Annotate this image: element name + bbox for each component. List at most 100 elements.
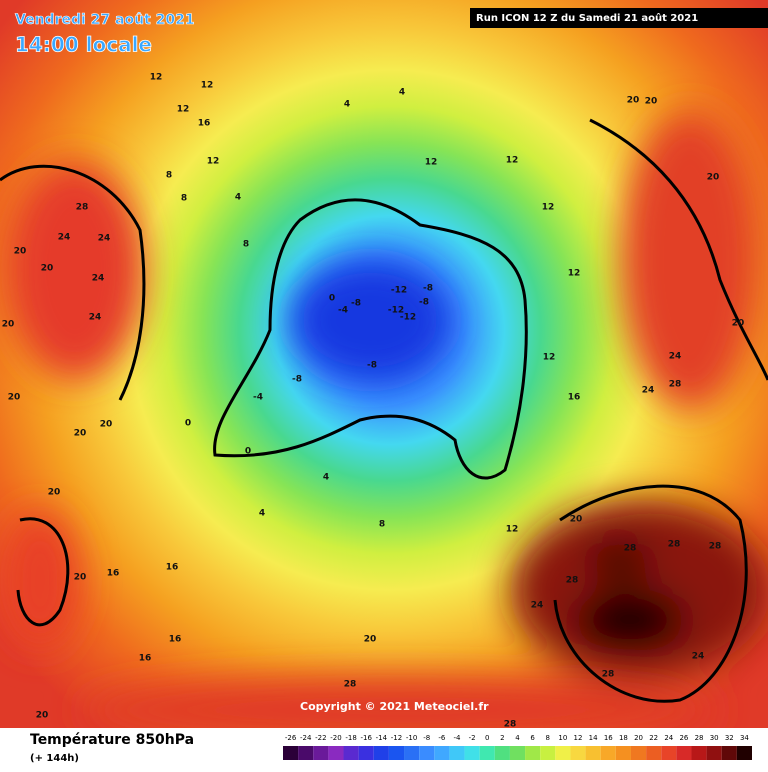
contour-label: 16 <box>198 119 211 129</box>
contour-label: 12 <box>425 158 438 168</box>
contour-label: 28 <box>344 680 357 690</box>
scale-cell <box>540 746 556 760</box>
scale-cell <box>661 746 677 760</box>
contour-label: 12 <box>542 203 555 213</box>
contour-label: 12 <box>506 156 519 166</box>
contour-label: 4 <box>235 193 241 203</box>
scale-label: -8 <box>423 734 430 742</box>
isotherm <box>16 517 70 627</box>
scale-cell <box>676 746 692 760</box>
contour-label: 20 <box>48 488 61 498</box>
contour-label: 20 <box>36 711 49 721</box>
scale-label: -14 <box>376 734 388 742</box>
scale-cell <box>706 746 722 760</box>
contour-label: 24 <box>692 652 705 662</box>
scale-label: -16 <box>360 734 372 742</box>
copyright: Copyright © 2021 Meteociel.fr <box>300 700 489 713</box>
scale-label: 10 <box>558 734 567 742</box>
scale-cell <box>509 746 526 760</box>
contour-label: 12 <box>177 105 190 115</box>
contour-label: 8 <box>379 520 385 530</box>
contour-label: 20 <box>707 173 720 183</box>
contour-label: 20 <box>74 573 87 583</box>
contour-label: 24 <box>58 233 71 243</box>
scale-cell <box>343 746 359 760</box>
contour-label: 28 <box>566 576 579 586</box>
scale-cell <box>555 746 571 760</box>
contour-label: 12 <box>568 269 581 279</box>
scale-label: 30 <box>710 734 719 742</box>
scale-label: 32 <box>725 734 734 742</box>
contour-label: 20 <box>2 320 15 330</box>
scale-cell <box>328 746 344 760</box>
scale-cell <box>615 746 631 760</box>
contour-label: 24 <box>89 313 102 323</box>
contour-label: 0 <box>185 419 191 429</box>
isotherm <box>0 164 146 401</box>
contour-label: 4 <box>259 509 265 519</box>
scale-cell <box>388 746 405 760</box>
contour-labels: 28 24 24 20 24 24 20 20 20 20 20 20 20 16 16 12 12 12 16 12… <box>2 73 745 730</box>
scale-label: 22 <box>649 734 658 742</box>
scale-cell <box>313 746 329 760</box>
contour-label: -4 <box>338 306 348 316</box>
contour-label: 28 <box>669 380 682 390</box>
contour-label: 4 <box>399 88 405 98</box>
scale-cell <box>358 746 374 760</box>
scale-label: -10 <box>406 734 417 742</box>
contour-label: -12 <box>400 313 416 323</box>
contour-label: 16 <box>166 563 179 573</box>
scale-label: 26 <box>679 734 688 742</box>
contour-label: 28 <box>624 544 637 554</box>
contour-label: -12 <box>388 306 404 316</box>
scale-label: -22 <box>315 734 326 742</box>
contour-label: 20 <box>570 515 583 525</box>
isotherm <box>553 484 748 703</box>
contour-label: 28 <box>709 542 722 552</box>
scale-label: -6 <box>438 734 446 742</box>
contour-label: 8 <box>181 194 187 204</box>
scale-cell <box>449 746 465 760</box>
scale-cell <box>570 746 586 760</box>
contour-label: 12 <box>506 525 519 535</box>
contour-label: 20 <box>732 319 745 329</box>
scale-label: -12 <box>391 734 402 742</box>
scale-cell <box>419 746 435 760</box>
zero-isotherm <box>213 198 528 480</box>
scale-label: 0 <box>485 734 489 742</box>
scale-cell <box>494 746 510 760</box>
contour-label: 20 <box>41 264 54 274</box>
scale-label: -18 <box>345 734 356 742</box>
scale-cell <box>404 746 420 760</box>
contour-label: 16 <box>169 635 182 645</box>
isotherm <box>589 118 768 381</box>
scale-cell <box>691 746 707 760</box>
contour-label: 20 <box>74 429 87 439</box>
run-box <box>470 8 768 28</box>
scale-cell <box>283 746 299 760</box>
scale-label: 34 <box>740 734 749 742</box>
scale-cell <box>585 746 601 760</box>
contour-label: 0 <box>329 294 335 304</box>
scale-label: -4 <box>453 734 461 742</box>
contour-label: -12 <box>391 286 407 296</box>
run-info: Run ICON 12 Z du Samedi 21 août 2021 <box>476 12 698 24</box>
map: 28 24 24 20 24 24 20 20 20 20 20 20 20 16 16 12 12 12 16 12… <box>0 0 768 745</box>
scale-cell <box>434 746 450 760</box>
valid-time: 14:00 locale <box>15 33 152 57</box>
contour-label: 16 <box>107 569 120 579</box>
contour-label: -8 <box>351 299 361 309</box>
valid-date: Vendredi 27 août 2021 <box>15 12 195 28</box>
scale-cell <box>525 746 541 760</box>
contour-label: -8 <box>419 298 429 308</box>
scale-label: 8 <box>546 734 550 742</box>
scale-cell <box>600 746 616 760</box>
scale-label: -26 <box>285 734 297 742</box>
warm-anomalies <box>0 110 768 745</box>
lead-time: (+ 144h) <box>30 753 79 764</box>
scale-label: -2 <box>469 734 476 742</box>
contour-label: 24 <box>92 274 105 284</box>
scale-label: 12 <box>574 734 583 742</box>
scale-cell <box>721 746 737 760</box>
scale-cell <box>646 746 662 760</box>
